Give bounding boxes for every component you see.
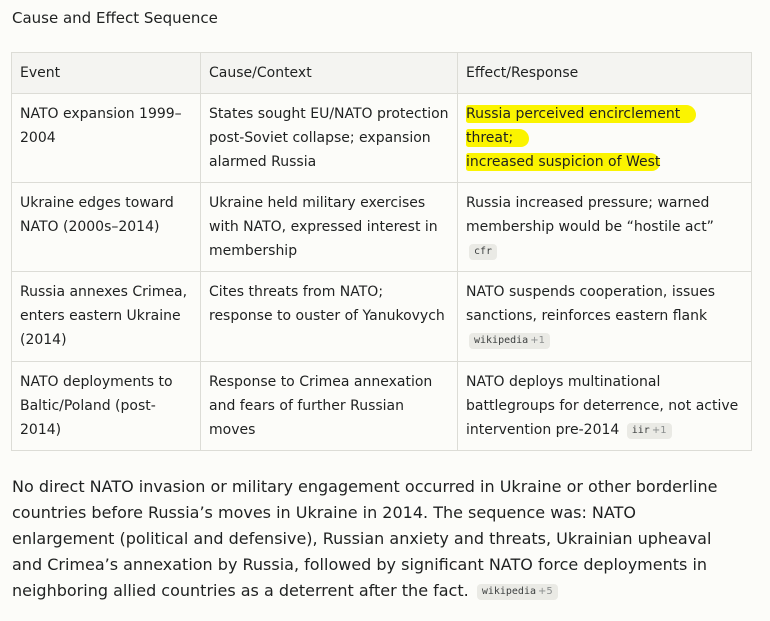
table-row: NATO deployments to Baltic/Poland (post-… bbox=[11, 361, 752, 451]
table-row: Russia annexes Crimea, enters eastern Uk… bbox=[11, 271, 752, 362]
column-header-effect: Effect/Response bbox=[457, 52, 752, 94]
effect-cell: Russia perceived encirclement threat; in… bbox=[457, 93, 752, 183]
summary-paragraph: No direct NATO invasion or military enga… bbox=[12, 474, 742, 604]
effect-cell: Russia increased pressure; warned member… bbox=[457, 182, 752, 272]
table: Event Cause/Context Effect/Response NATO… bbox=[11, 52, 752, 451]
summary-text: No direct NATO invasion or military enga… bbox=[12, 477, 718, 600]
table-header-row: Event Cause/Context Effect/Response bbox=[11, 52, 752, 94]
cause-cell: Cites threats from NATO; response to ous… bbox=[200, 271, 458, 362]
cause-cell: Response to Crimea annexation and fears … bbox=[200, 361, 458, 451]
highlighted-text: increased suspicion of West bbox=[466, 153, 661, 171]
event-cell: NATO deployments to Baltic/Poland (post-… bbox=[11, 361, 201, 451]
citation-more-count: +1 bbox=[530, 335, 545, 346]
cause-cell: Ukraine held military exercises with NAT… bbox=[200, 182, 458, 272]
table-row: NATO expansion 1999–2004 States sought E… bbox=[11, 93, 752, 183]
section-heading: Cause and Effect Sequence bbox=[12, 9, 218, 27]
highlighted-text: Russia perceived encirclement threat; bbox=[466, 105, 697, 147]
cause-effect-table: Event Cause/Context Effect/Response NATO… bbox=[11, 52, 752, 451]
effect-text: NATO deploys multinational battlegroups … bbox=[466, 374, 739, 438]
cause-cell: States sought EU/NATO protection post-So… bbox=[200, 93, 458, 183]
effect-text: Russia increased pressure; warned member… bbox=[466, 195, 714, 235]
citation-source: cfr bbox=[474, 246, 493, 257]
citation-badge[interactable]: iir +1 bbox=[626, 423, 672, 439]
citation-more-count: +1 bbox=[651, 425, 667, 436]
citation-more-count: +5 bbox=[538, 586, 553, 597]
table-row: Ukraine edges toward NATO (2000s–2014) U… bbox=[11, 182, 752, 272]
effect-cell: NATO deploys multinational battlegroups … bbox=[457, 361, 752, 451]
citation-source: wikipedia bbox=[474, 335, 529, 346]
column-header-cause: Cause/Context bbox=[200, 52, 458, 94]
citation-badge[interactable]: wikipedia +1 bbox=[469, 333, 550, 349]
citation-badge[interactable]: cfr bbox=[469, 244, 498, 260]
event-cell: Russia annexes Crimea, enters eastern Uk… bbox=[11, 271, 201, 362]
citation-badge[interactable]: wikipedia +5 bbox=[476, 584, 558, 600]
citation-source: wikipedia bbox=[481, 586, 536, 597]
effect-cell: NATO suspends cooperation, issues sancti… bbox=[457, 271, 752, 362]
event-cell: Ukraine edges toward NATO (2000s–2014) bbox=[11, 182, 201, 272]
citation-source: iir bbox=[631, 425, 650, 436]
column-header-event: Event bbox=[11, 52, 201, 94]
event-cell: NATO expansion 1999–2004 bbox=[11, 93, 201, 183]
effect-text: NATO suspends cooperation, issues sancti… bbox=[466, 284, 716, 324]
